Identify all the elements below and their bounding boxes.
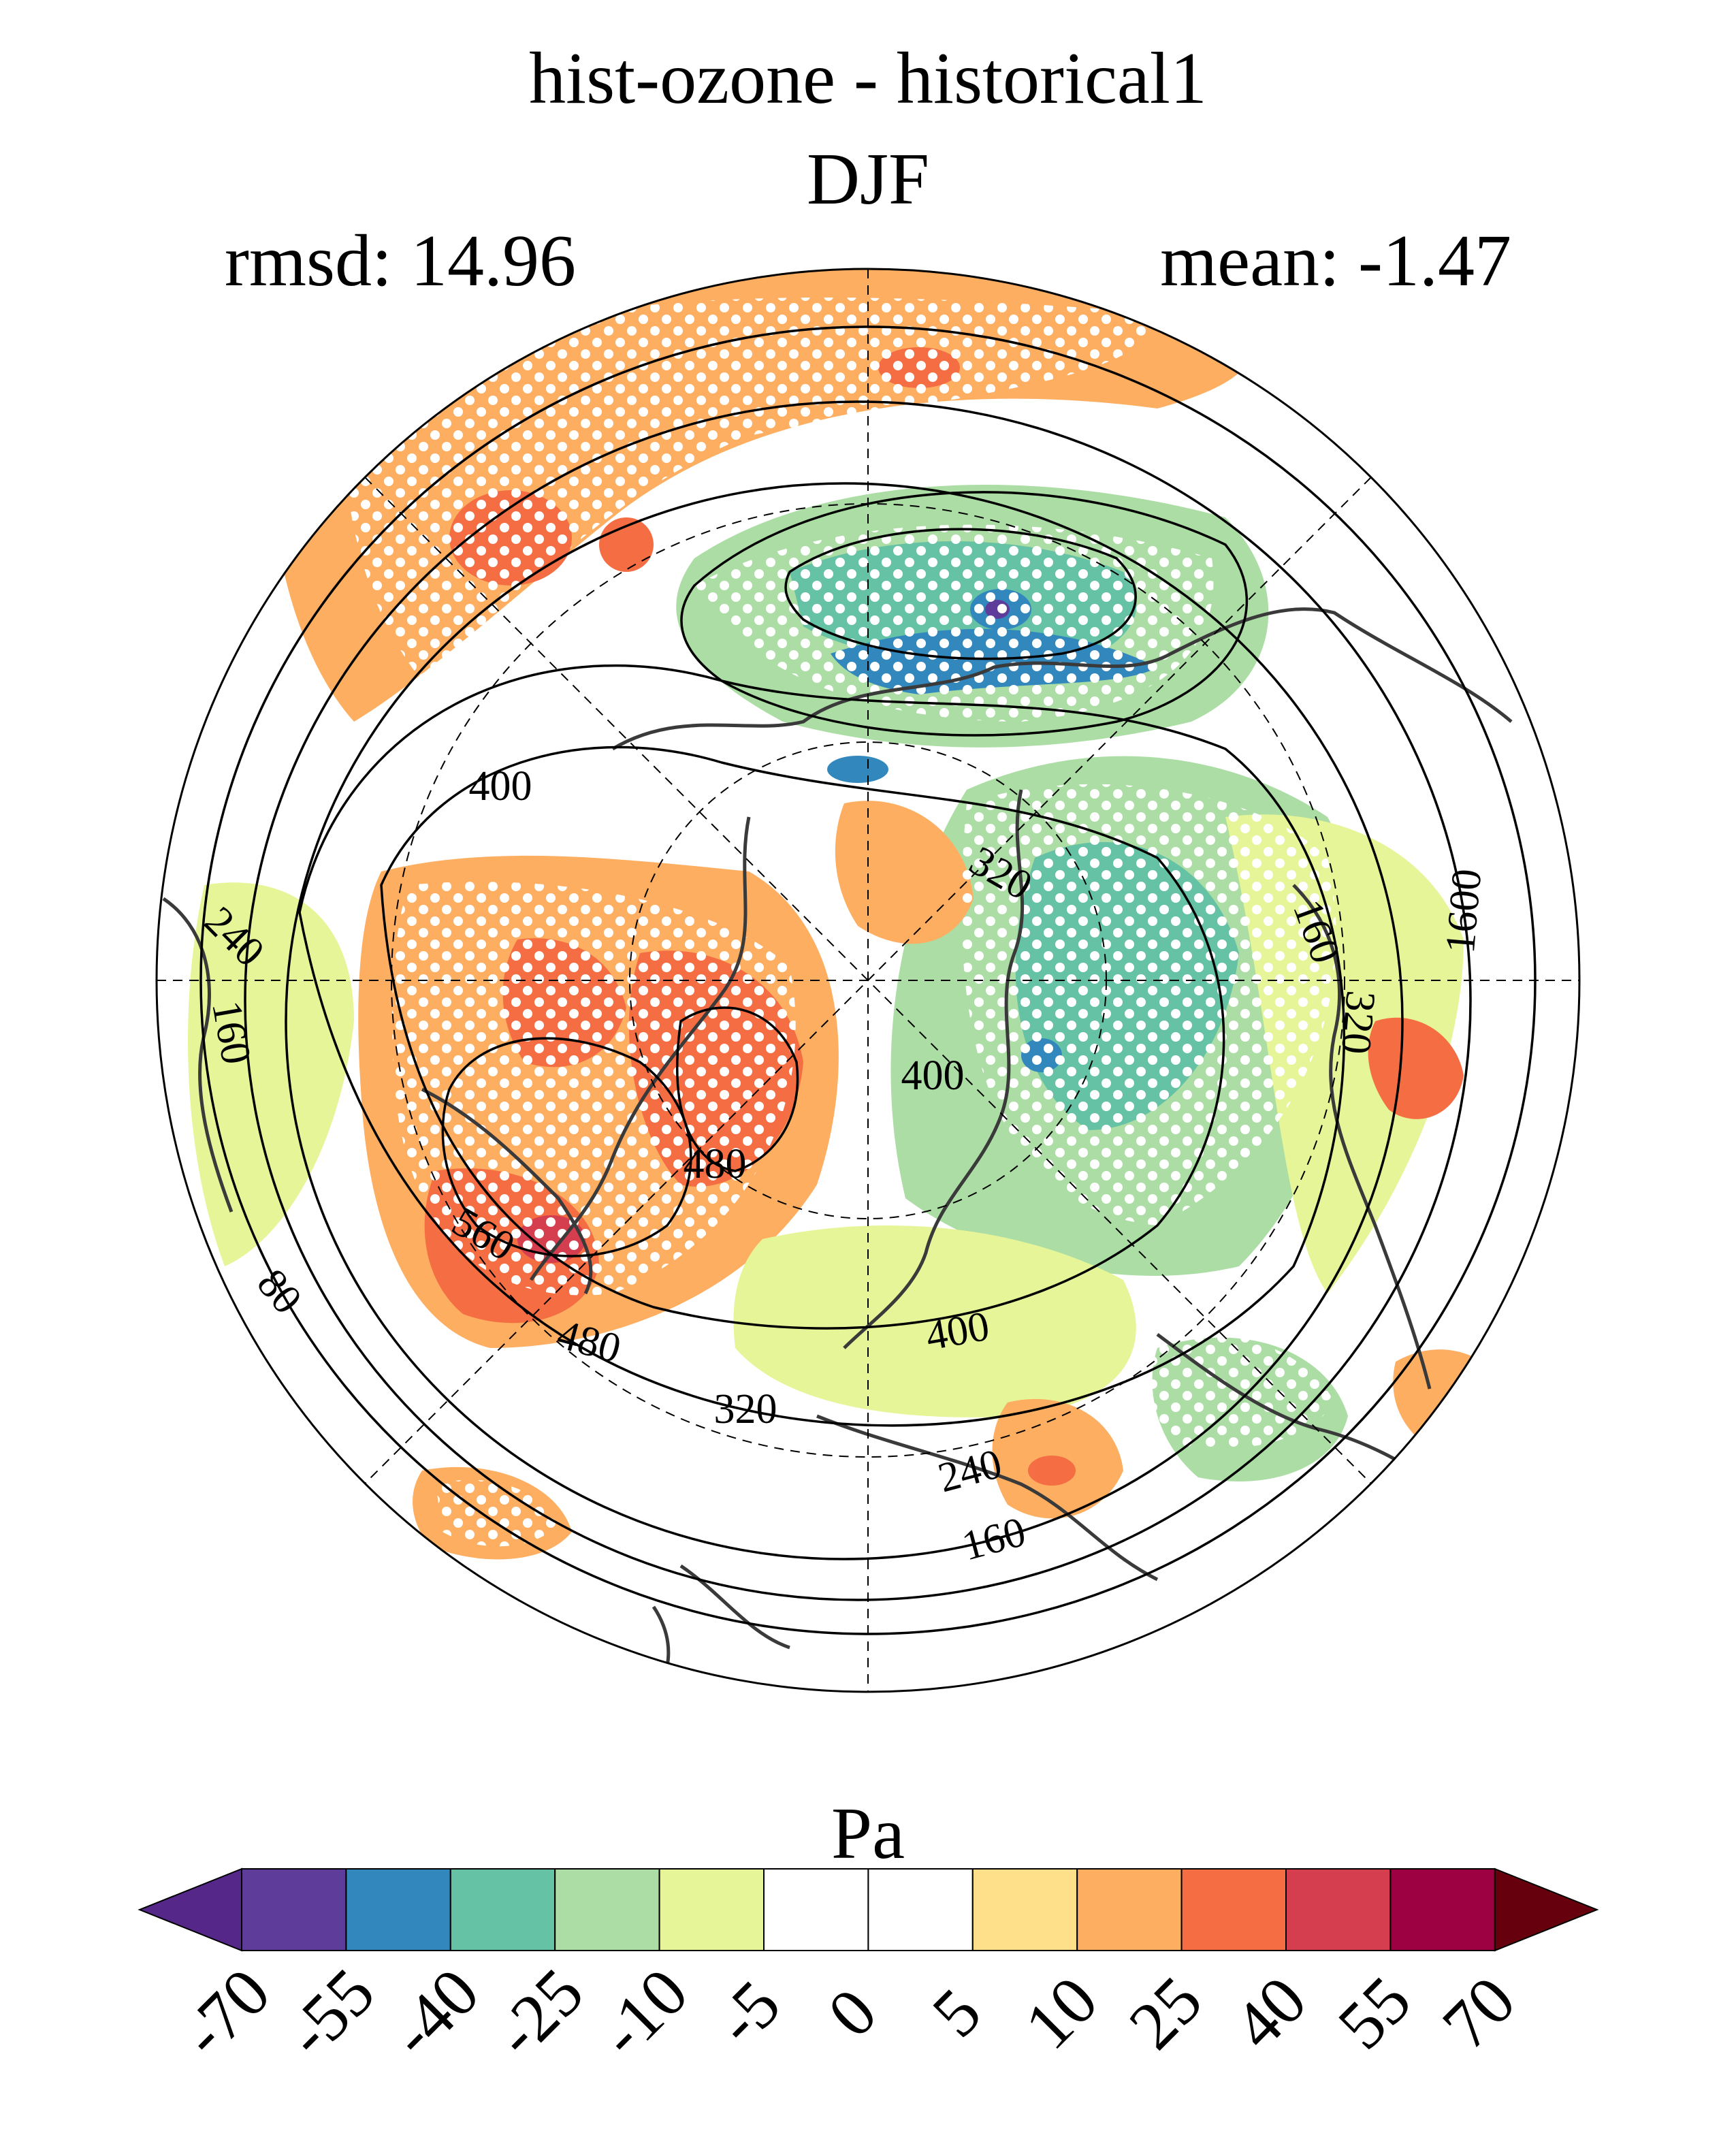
colorbar-box [763,1868,869,1951]
title-line-1: hist-ozone - historical1 [529,38,1207,119]
contour-label: 400 [901,1053,965,1099]
colorbar-box [867,1868,974,1951]
colorbar-box [971,1868,1078,1951]
colorbar-units: Pa [831,1793,905,1874]
colorbar-box [554,1868,660,1951]
contour-label: 1600 [1437,867,1491,955]
polar-map: 400 320 240 160 400 480 560 480 400 320 … [155,268,1581,1693]
colorbar-tick-label: -40 [376,1954,494,2072]
map-boundary [155,268,1581,1693]
colorbar-box [1180,1868,1287,1951]
colorbar-tick-label: 0 [814,1974,891,2051]
colorbar-tick-label: -70 [167,1954,285,2072]
contour-label-layer: 400 320 240 160 400 480 560 480 400 320 … [195,763,1490,1570]
colorbar-tick-label: 5 [918,1974,995,2051]
coastlines [162,607,1513,1692]
colorbar-box [658,1868,765,1951]
map-content [157,269,1579,1692]
colorbar-box [1285,1868,1392,1951]
colorbar-tick-label: 70 [1428,1962,1530,2064]
colorbar-labels: -70-55-40-25-10-5 0 5 10 25 40 55 70 [167,1954,1530,2072]
colorbar-box [345,1868,451,1951]
colorbar-box [449,1868,556,1951]
colorbar-tick-label: 55 [1323,1962,1425,2064]
contour-label: 400 [922,1303,993,1360]
colorbar-box [1076,1868,1183,1951]
contour-label: 320 [1332,989,1384,1056]
colorbar-under-triangle [138,1867,242,1952]
contour-label: 480 [684,1141,747,1187]
colorbar-over-triangle [1494,1867,1599,1952]
significance-stippling [340,297,1336,1547]
colorbar-tick-label: 25 [1114,1962,1216,2064]
colorbar-tick-label: 10 [1010,1962,1112,2064]
colorbar-box [1389,1868,1496,1951]
colorbar-tick-label: -5 [701,1966,794,2059]
colorbar-box [241,1868,347,1951]
graticule [157,269,1579,1692]
rmsd-label: rmsd: 14.96 [225,221,577,302]
title-line-2: DJF [806,139,930,220]
contour-label: 320 [714,1386,777,1432]
colorbar-tick-label: -10 [585,1954,703,2072]
colorbar-tick-label: 40 [1219,1962,1321,2064]
colorbar-boxes [138,1867,1599,1952]
contour-label: 160 [203,997,259,1068]
contour-label: 400 [469,763,532,809]
colorbar-tick-label: -25 [480,1954,598,2072]
colorbar-tick-label: -55 [271,1954,389,2072]
mean-label: mean: -1.47 [1160,221,1511,302]
